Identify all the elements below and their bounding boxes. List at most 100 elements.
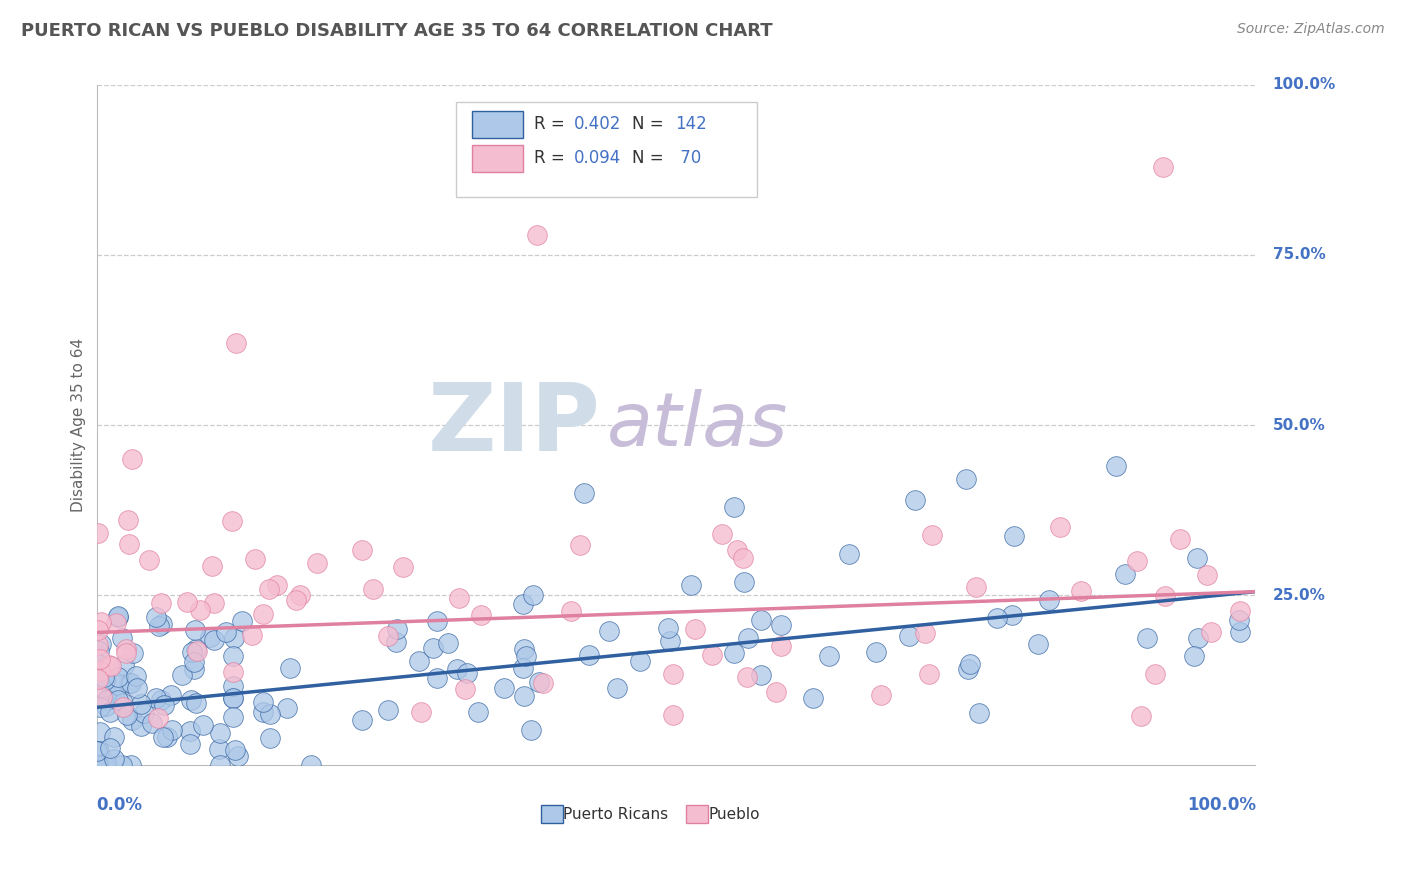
- Point: [103, 752, 125, 766]
- Point: [156, 730, 179, 744]
- Y-axis label: Disability Age 35 to 64: Disability Age 35 to 64: [72, 338, 86, 512]
- Point: [87, 744, 110, 758]
- Point: [1168, 532, 1191, 546]
- Point: [222, 679, 245, 693]
- Point: [453, 681, 475, 696]
- Point: [770, 618, 793, 632]
- Point: [1229, 625, 1251, 640]
- Point: [408, 654, 430, 668]
- Point: [228, 748, 250, 763]
- Point: [628, 654, 651, 668]
- Point: [387, 622, 409, 636]
- Point: [94, 673, 117, 688]
- Text: 0.094: 0.094: [575, 149, 621, 168]
- Point: [224, 743, 246, 757]
- Point: [121, 452, 143, 467]
- Text: 0.0%: 0.0%: [96, 796, 142, 814]
- Point: [224, 632, 246, 646]
- Point: [90, 637, 112, 651]
- Point: [422, 641, 444, 656]
- Point: [299, 758, 322, 772]
- Text: 50.0%: 50.0%: [1272, 417, 1326, 433]
- Point: [801, 690, 824, 705]
- Point: [456, 665, 478, 680]
- Point: [107, 608, 129, 623]
- Point: [118, 537, 141, 551]
- Point: [385, 635, 408, 649]
- FancyBboxPatch shape: [472, 111, 523, 138]
- Point: [111, 632, 134, 646]
- Point: [350, 713, 373, 727]
- Point: [437, 636, 460, 650]
- Point: [240, 628, 263, 642]
- Text: R =: R =: [534, 115, 569, 134]
- Point: [512, 597, 534, 611]
- Point: [914, 626, 936, 640]
- Point: [117, 513, 139, 527]
- Point: [115, 642, 138, 657]
- Point: [150, 617, 173, 632]
- Point: [467, 705, 489, 719]
- Point: [100, 659, 122, 673]
- Point: [531, 676, 554, 690]
- Point: [1187, 631, 1209, 645]
- Point: [1136, 631, 1159, 645]
- Point: [186, 644, 208, 658]
- Text: 142: 142: [675, 115, 707, 134]
- Point: [838, 547, 860, 561]
- Point: [184, 696, 207, 710]
- Point: [725, 543, 748, 558]
- Point: [662, 666, 685, 681]
- Point: [180, 645, 202, 659]
- Point: [225, 336, 247, 351]
- Point: [658, 634, 681, 648]
- Text: Puerto Ricans: Puerto Ricans: [564, 806, 669, 822]
- Point: [560, 604, 582, 618]
- Point: [184, 624, 207, 638]
- Point: [259, 707, 281, 722]
- Point: [1152, 160, 1174, 174]
- Point: [1199, 624, 1222, 639]
- Point: [103, 730, 125, 744]
- Point: [115, 708, 138, 723]
- Point: [98, 705, 121, 719]
- Point: [138, 553, 160, 567]
- Text: ZIP: ZIP: [427, 379, 600, 471]
- Point: [87, 623, 110, 637]
- Point: [749, 668, 772, 682]
- Point: [89, 724, 111, 739]
- FancyBboxPatch shape: [472, 145, 523, 172]
- Point: [1229, 604, 1251, 618]
- Point: [86, 661, 108, 675]
- Point: [515, 649, 537, 664]
- Point: [112, 696, 135, 710]
- Point: [201, 559, 224, 574]
- Point: [1028, 637, 1050, 651]
- Point: [112, 658, 135, 673]
- Point: [307, 556, 329, 570]
- Point: [513, 642, 536, 657]
- Point: [129, 719, 152, 733]
- Point: [377, 703, 399, 717]
- Point: [120, 758, 142, 772]
- Point: [176, 594, 198, 608]
- Point: [186, 642, 208, 657]
- Point: [89, 699, 111, 714]
- Text: PUERTO RICAN VS PUEBLO DISABILITY AGE 35 TO 64 CORRELATION CHART: PUERTO RICAN VS PUEBLO DISABILITY AGE 35…: [21, 22, 773, 40]
- Point: [87, 660, 110, 674]
- Point: [904, 493, 927, 508]
- FancyBboxPatch shape: [457, 102, 758, 197]
- Point: [160, 723, 183, 738]
- Point: [1114, 566, 1136, 581]
- Text: 0.402: 0.402: [575, 115, 621, 134]
- Point: [107, 678, 129, 692]
- Point: [150, 596, 173, 610]
- Point: [1070, 584, 1092, 599]
- Point: [91, 690, 114, 705]
- Point: [222, 648, 245, 663]
- Text: 75.0%: 75.0%: [1272, 247, 1326, 262]
- Point: [965, 580, 987, 594]
- Point: [1105, 458, 1128, 473]
- Point: [259, 731, 281, 746]
- Point: [392, 560, 415, 574]
